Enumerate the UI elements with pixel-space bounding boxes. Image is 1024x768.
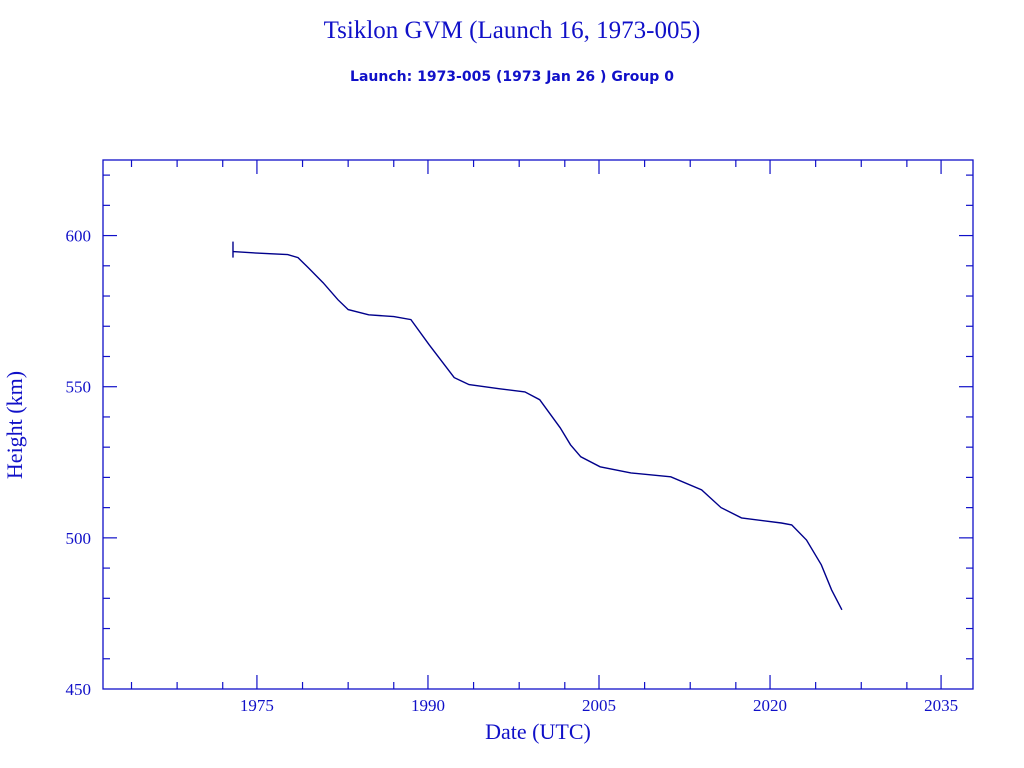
y-tick-label: 500 [66, 529, 92, 548]
x-axis-label: Date (UTC) [485, 719, 591, 744]
x-tick-label: 2035 [924, 696, 958, 715]
y-tick-label: 450 [66, 680, 92, 699]
x-tick-label: 1975 [240, 696, 274, 715]
x-tick-label: 2020 [753, 696, 787, 715]
chart-title: Tsiklon GVM (Launch 16, 1973-005) [324, 17, 701, 44]
height-series-line [232, 250, 843, 611]
y-tick-label: 550 [66, 378, 92, 397]
x-tick-label: 1990 [411, 696, 445, 715]
x-tick-label: 2005 [582, 696, 616, 715]
chart-subtitle: Launch: 1973-005 (1973 Jan 26 ) Group 0 [350, 69, 674, 85]
y-axis-label: Height (km) [2, 371, 27, 479]
plot-frame [102, 159, 974, 690]
y-tick-label: 600 [66, 227, 92, 246]
